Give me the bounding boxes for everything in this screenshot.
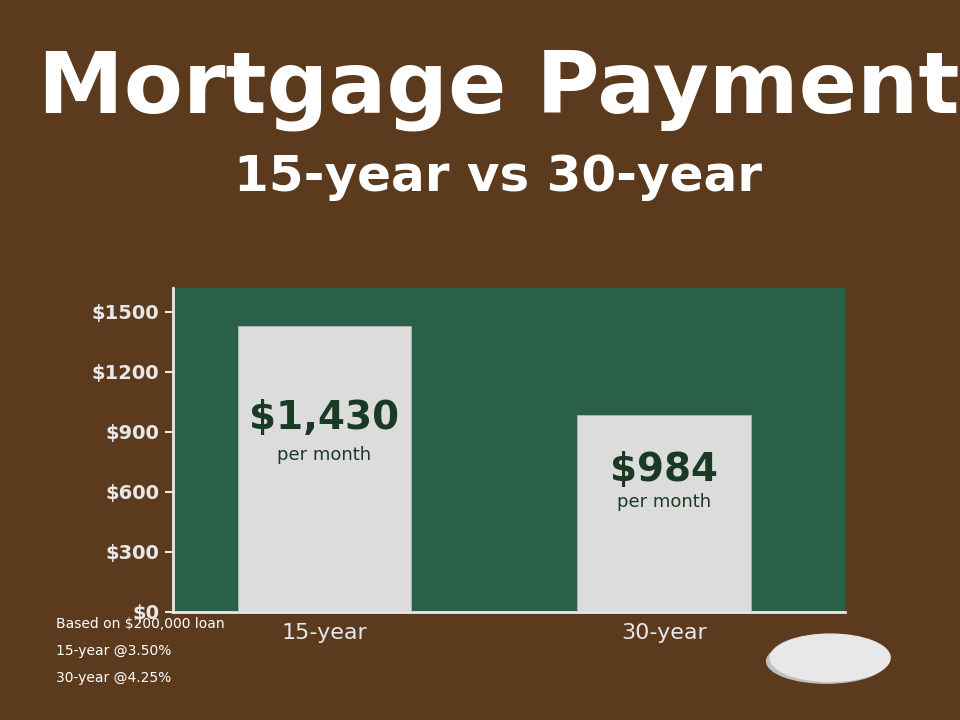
Text: 15-year vs 30-year: 15-year vs 30-year [234,153,762,202]
Ellipse shape [767,639,886,683]
Text: Based on $200,000 loan: Based on $200,000 loan [56,617,225,631]
Text: $984: $984 [611,451,718,490]
Text: $1,430: $1,430 [250,398,399,436]
Text: per month: per month [277,446,372,464]
Text: Mortgage Payment: Mortgage Payment [37,48,959,131]
Bar [238,326,411,612]
Text: 30-year @4.25%: 30-year @4.25% [56,671,171,685]
Text: 15-year @3.50%: 15-year @3.50% [56,644,172,658]
Ellipse shape [770,634,890,681]
Bar [578,415,751,612]
Text: per month: per month [617,492,711,510]
